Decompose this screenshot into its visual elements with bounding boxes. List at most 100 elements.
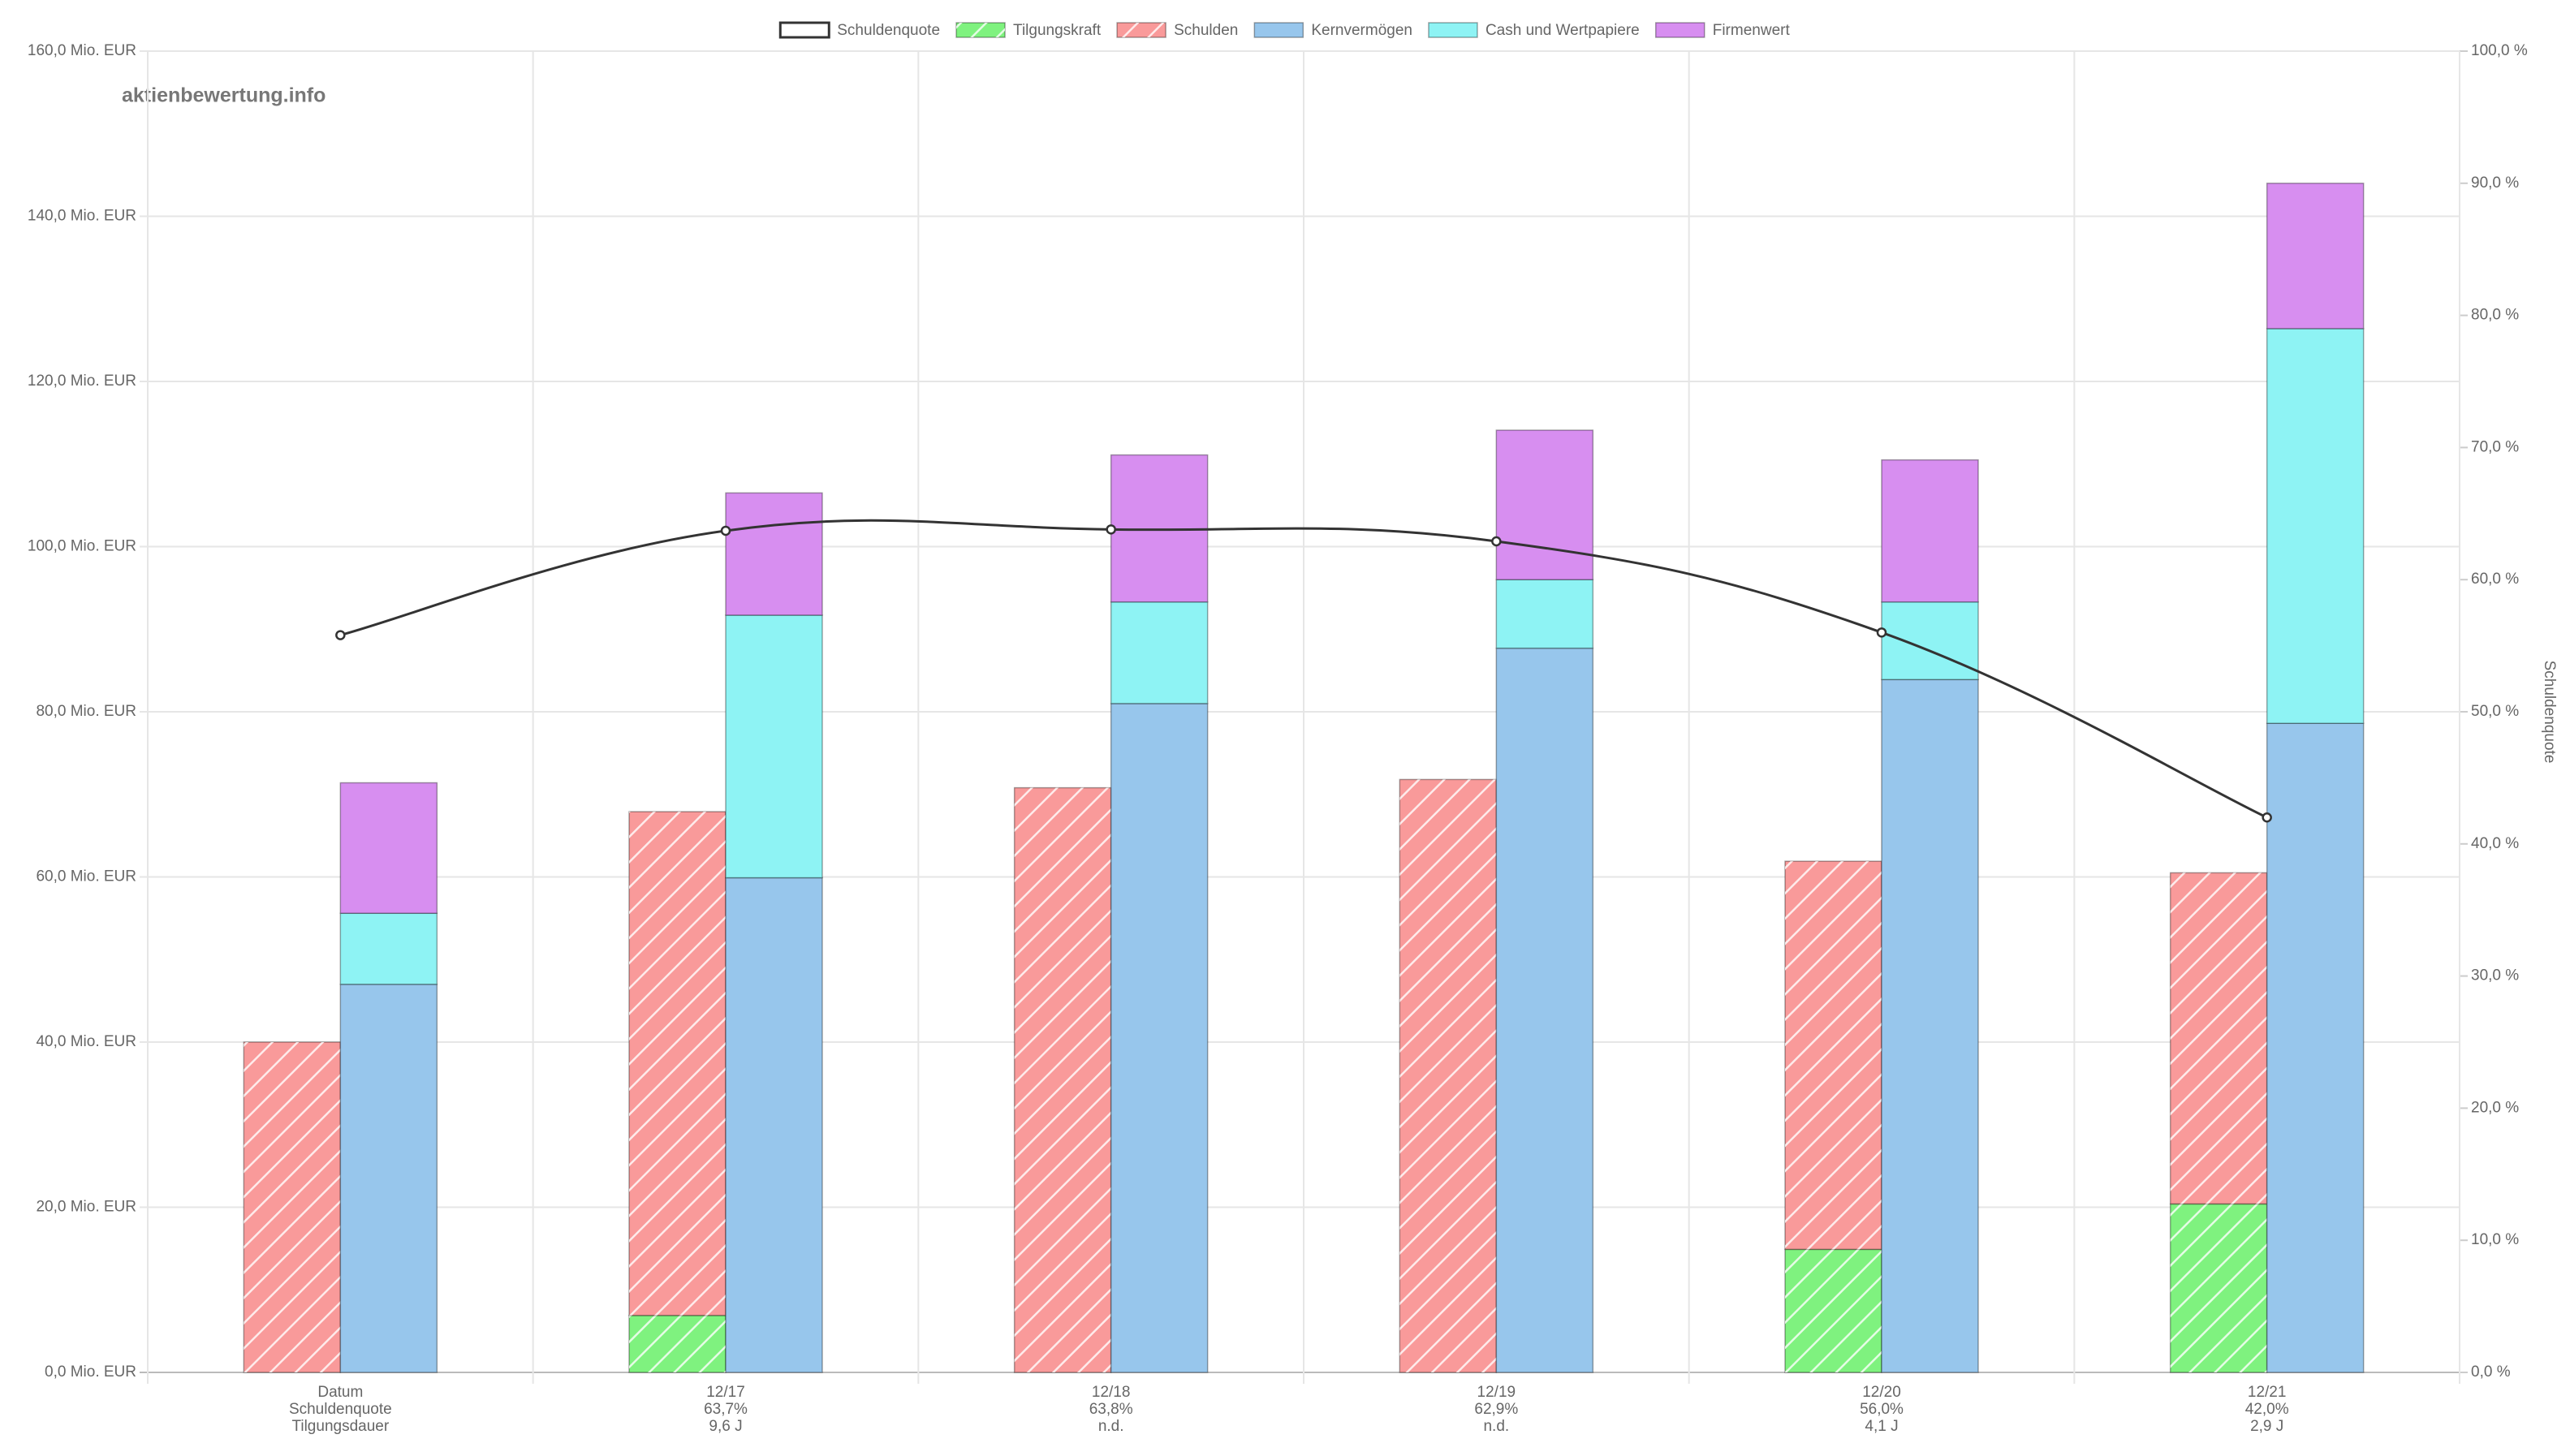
watermark: aktienbewertung.info — [122, 84, 326, 107]
legend-label: Schuldenquote — [837, 22, 940, 39]
bar-fill — [1495, 579, 1594, 649]
y2-tick-label: 80,0 % — [2471, 307, 2519, 324]
bar — [1784, 860, 1882, 1251]
bar — [2266, 183, 2365, 330]
bar — [339, 912, 438, 985]
bar — [1110, 601, 1209, 704]
bar — [1399, 778, 1498, 1373]
y2-tick-label: 50,0 % — [2471, 703, 2519, 720]
bar-fill — [339, 782, 438, 915]
y2-tick-label: 90,0 % — [2471, 174, 2519, 192]
x-duration-label: 9,6 J — [709, 1418, 742, 1435]
bar — [725, 614, 823, 879]
legend-label: Schulden — [1174, 22, 1238, 39]
y2-tick-label: 60,0 % — [2471, 571, 2519, 588]
line-point — [2262, 812, 2272, 823]
legend-swatch — [1253, 22, 1304, 38]
legend-item: Tilgungskraft — [955, 22, 1102, 39]
bar — [339, 782, 438, 915]
y-tick-label: 80,0 Mio. EUR — [36, 703, 136, 720]
legend-label: Tilgungskraft — [1013, 22, 1102, 39]
bar-fill — [1110, 601, 1209, 704]
y2-tick-label: 10,0 % — [2471, 1231, 2519, 1248]
bar-fill — [1495, 647, 1594, 1373]
x-quote-label: 62,9% — [1474, 1401, 1518, 1418]
y2-tick-label: 20,0 % — [2471, 1099, 2519, 1116]
bar-hatch — [244, 1042, 341, 1372]
legend-label: Kernvermögen — [1311, 22, 1412, 39]
bar — [1013, 786, 1112, 1373]
legend-hatch — [1117, 23, 1166, 37]
bar — [1784, 1248, 1882, 1373]
y2-tick-label: 70,0 % — [2471, 438, 2519, 455]
y2-tick-label: 40,0 % — [2471, 835, 2519, 852]
y-tick-label: 140,0 Mio. EUR — [28, 208, 136, 225]
x-tick-label: 12/20 — [1862, 1384, 1901, 1401]
y2-tick-label: 30,0 % — [2471, 967, 2519, 984]
y2-tick-label: 0,0 % — [2471, 1363, 2511, 1381]
bar — [1881, 459, 1979, 603]
legend-item: Cash und Wertpapiere — [1428, 22, 1640, 39]
bar-fill — [2266, 328, 2365, 724]
x-tick-label: 12/21 — [2248, 1384, 2287, 1401]
x-duration-label: 2,9 J — [2250, 1418, 2283, 1435]
bar-fill — [2266, 183, 2365, 330]
bar — [243, 1041, 342, 1373]
x-duration-label: n.d. — [1098, 1418, 1124, 1435]
bar-hatch — [1014, 787, 1111, 1372]
line-point — [1106, 524, 1116, 535]
legend-swatch — [778, 21, 830, 39]
legend-item: Firmenwert — [1654, 22, 1791, 39]
legend-label: Firmenwert — [1713, 22, 1791, 39]
x-tick-label: Datum — [317, 1384, 363, 1401]
bar — [1881, 678, 1979, 1373]
bar — [1495, 429, 1594, 580]
bar-fill — [725, 492, 823, 616]
bar-hatch — [2170, 872, 2267, 1204]
bar — [725, 877, 823, 1373]
bar-fill — [1881, 678, 1979, 1373]
x-quote-label: 42,0% — [2245, 1401, 2289, 1418]
legend-item: Schuldenquote — [778, 21, 940, 39]
legend-swatch — [1654, 22, 1705, 38]
bar-hatch — [1399, 779, 1497, 1372]
bar-fill — [1881, 601, 1979, 681]
line — [339, 519, 2268, 819]
bar-fill — [339, 912, 438, 985]
bar — [1495, 579, 1594, 649]
legend-item: Kernvermögen — [1253, 22, 1412, 39]
y-tick-label: 120,0 Mio. EUR — [28, 373, 136, 390]
bar — [628, 1315, 727, 1373]
bar — [628, 811, 727, 1316]
bar-hatch — [1785, 1249, 1882, 1372]
x-tick-label: 12/17 — [706, 1384, 745, 1401]
y-tick-label: 160,0 Mio. EUR — [28, 42, 136, 59]
bar-hatch — [629, 1315, 726, 1372]
x-duration-label: 4,1 J — [1865, 1418, 1898, 1435]
bar-hatch — [2170, 1204, 2267, 1372]
x-duration-label: n.d. — [1483, 1418, 1509, 1435]
bar-fill — [1495, 429, 1594, 580]
x-duration-label: Tilgungsdauer — [291, 1418, 389, 1435]
legend-label: Cash und Wertpapiere — [1486, 22, 1640, 39]
bar — [2169, 872, 2268, 1205]
bar — [339, 984, 438, 1373]
y-tick-label: 20,0 Mio. EUR — [36, 1199, 136, 1216]
bar — [2266, 328, 2365, 724]
legend-hatch — [956, 23, 1006, 37]
bar-fill — [339, 984, 438, 1373]
bar — [1110, 703, 1209, 1373]
bar — [1881, 601, 1979, 681]
bar — [2266, 722, 2365, 1373]
bar-fill — [1110, 703, 1209, 1373]
legend-swatch — [1428, 22, 1478, 38]
legend-item: Schulden — [1116, 22, 1238, 39]
y2-tick-label: 100,0 % — [2471, 42, 2528, 59]
bar-hatch — [1785, 861, 1882, 1250]
line-point — [1876, 627, 1887, 638]
y-tick-label: 0,0 Mio. EUR — [45, 1363, 136, 1381]
y2-axis-label: Schuldenquote — [2541, 661, 2558, 764]
bar — [725, 492, 823, 616]
bar — [2169, 1203, 2268, 1373]
